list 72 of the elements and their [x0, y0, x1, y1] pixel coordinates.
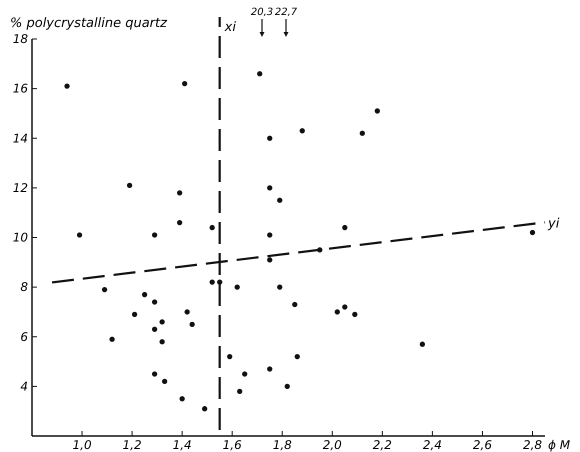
x-tick-label: 2,8 [522, 438, 542, 452]
point [284, 384, 290, 390]
point [64, 84, 70, 89]
point [184, 309, 190, 315]
point [530, 230, 536, 236]
point [152, 371, 158, 377]
text: 20,3 [250, 7, 274, 18]
point [294, 354, 300, 360]
point [109, 336, 115, 342]
x-tick-label: 1,6 [222, 438, 242, 452]
point [277, 284, 282, 290]
point [152, 232, 158, 238]
y-tick-label: 12 [12, 180, 28, 195]
point [177, 190, 182, 196]
x-tick-label: 2,4 [422, 438, 442, 452]
point [142, 292, 148, 298]
point [267, 232, 272, 238]
point [267, 366, 272, 372]
x-tick-label: 1,0 [72, 438, 92, 452]
x-tick-label: 2,0 [322, 438, 342, 452]
series-label: yi [547, 216, 560, 232]
point [126, 182, 132, 188]
point [300, 128, 305, 134]
point [237, 388, 242, 394]
y-tick-label: 16 [12, 82, 28, 96]
x-tick-label: 1,4 [172, 438, 192, 452]
y-tick-label: 18 [12, 32, 28, 46]
point [342, 224, 348, 230]
y-tick-label: 14 [12, 131, 28, 146]
point [182, 81, 188, 86]
point [257, 71, 262, 76]
text: 22,7 [274, 7, 298, 18]
point [76, 232, 82, 238]
ref-line-label: xi [224, 20, 236, 35]
point [267, 185, 272, 191]
point [102, 286, 108, 292]
point [277, 198, 282, 203]
point [159, 339, 165, 344]
point [202, 406, 208, 412]
point [159, 319, 165, 325]
point [267, 136, 272, 141]
point [374, 108, 380, 114]
point [227, 354, 232, 360]
point [210, 224, 215, 230]
point [234, 284, 240, 290]
point [352, 312, 358, 318]
y-tick-label: 8 [20, 280, 28, 294]
point [242, 371, 248, 377]
point [152, 326, 158, 332]
point [342, 304, 348, 310]
point [267, 257, 272, 262]
y-tick-label: 4 [20, 379, 28, 394]
point [334, 309, 340, 315]
point [360, 130, 365, 136]
point [152, 299, 158, 305]
point [180, 396, 185, 402]
x-tick-label: 2,6 [472, 438, 492, 452]
point [177, 220, 182, 226]
x-axis-title: ϕ M [548, 438, 571, 452]
y-axis-title: % polycrystalline quartz [10, 16, 168, 31]
point [162, 378, 168, 384]
y-tick-label: 10 [12, 230, 28, 244]
point [210, 280, 215, 285]
x-tick-label: 1,8 [272, 438, 292, 452]
y-tick-label: 6 [20, 330, 28, 344]
point [420, 342, 426, 347]
point [217, 280, 222, 285]
point [292, 302, 298, 308]
x-tick-label: 2,2 [372, 438, 392, 452]
x-tick-label: 1,2 [122, 438, 142, 452]
point [190, 322, 195, 327]
point [132, 312, 138, 318]
